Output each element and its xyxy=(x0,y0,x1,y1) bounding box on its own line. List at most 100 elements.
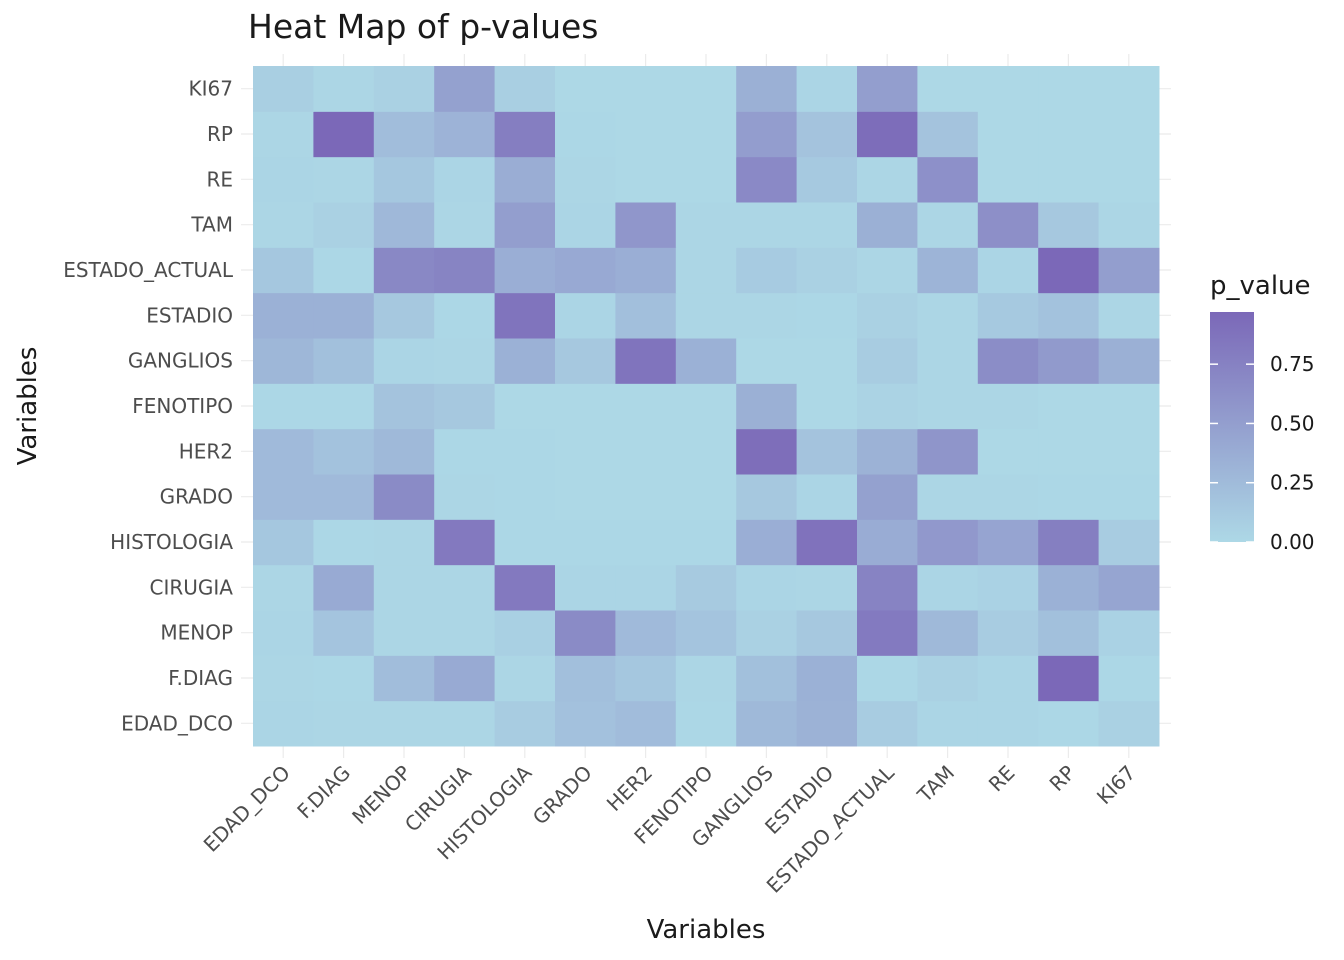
heatmap-cell xyxy=(917,700,979,747)
heatmap-cell xyxy=(736,428,798,475)
heatmap-cell xyxy=(253,292,314,339)
heatmap-cell xyxy=(1098,383,1160,430)
heatmap-cell xyxy=(434,338,496,384)
y-tick-label: RP xyxy=(207,122,233,146)
heatmap-cell xyxy=(977,156,1039,203)
heatmap-cell xyxy=(977,66,1039,112)
heatmap-cell xyxy=(313,474,375,520)
heatmap-cell xyxy=(796,700,858,747)
heatmap-cell xyxy=(857,66,918,112)
heatmap-cell xyxy=(917,202,979,248)
heatmap-cell xyxy=(675,111,737,158)
heatmap-cell xyxy=(1038,383,1100,430)
y-tick-label: FENOTIPO xyxy=(132,394,233,418)
heatmap-cell xyxy=(1038,655,1100,702)
heatmap-cell xyxy=(494,564,556,611)
heatmap-cell xyxy=(736,655,798,702)
heatmap-cell xyxy=(1038,66,1100,112)
heatmap-cell xyxy=(1098,111,1160,158)
heatmap-cell xyxy=(313,247,375,294)
heatmap-cell xyxy=(555,292,616,339)
heatmap-cell xyxy=(555,610,616,656)
heatmap-cells xyxy=(253,66,1160,747)
heatmap-cell xyxy=(555,428,616,475)
heatmap-cell xyxy=(373,202,435,248)
heatmap-cell xyxy=(615,111,677,158)
heatmap-cell xyxy=(373,700,435,747)
heatmap-cell xyxy=(434,156,496,203)
heatmap-cell xyxy=(555,111,616,158)
x-tick-label: RP xyxy=(1045,761,1080,796)
heatmap-cell xyxy=(434,564,496,611)
heatmap-cell xyxy=(313,564,375,611)
x-tick-label: F.DIAG xyxy=(292,761,355,824)
heatmap-cell xyxy=(373,338,435,384)
heatmap-cell xyxy=(494,655,556,702)
heatmap-cell xyxy=(796,428,858,475)
heatmap-cell xyxy=(313,700,375,747)
heatmap-cell xyxy=(857,474,918,520)
y-axis-title: Variables xyxy=(13,347,43,466)
legend-tick-label: 0.00 xyxy=(1270,530,1315,554)
heatmap-cell xyxy=(494,428,556,475)
heatmap-cell xyxy=(494,383,556,430)
heatmap-cell xyxy=(675,247,737,294)
chart-title: Heat Map of p-values xyxy=(248,7,599,46)
heatmap-cell xyxy=(977,338,1039,384)
heatmap-cell xyxy=(615,610,677,656)
heatmap-cell xyxy=(313,66,375,112)
heatmap-cell xyxy=(917,156,979,203)
x-tick-label: TAM xyxy=(912,761,959,808)
heatmap-cell xyxy=(253,428,314,475)
y-tick-label: CIRUGIA xyxy=(150,575,234,599)
heatmap-cell xyxy=(1038,156,1100,203)
heatmap-cell xyxy=(615,202,677,248)
legend-tick-label: 0.50 xyxy=(1270,411,1315,435)
heatmap-cell xyxy=(675,610,737,656)
heatmap-cell xyxy=(796,383,858,430)
heatmap-cell xyxy=(434,700,496,747)
x-tick-label: RE xyxy=(984,761,1020,797)
heatmap-cell xyxy=(977,700,1039,747)
heatmap-cell xyxy=(615,156,677,203)
heatmap-cell xyxy=(313,292,375,339)
heatmap-cell xyxy=(796,111,858,158)
heatmap-cell xyxy=(1098,202,1160,248)
x-tick-label: HER2 xyxy=(602,761,657,816)
heatmap-cell xyxy=(977,247,1039,294)
heatmap-cell xyxy=(917,66,979,112)
heatmap-cell xyxy=(615,519,677,566)
heatmap-cell xyxy=(253,202,314,248)
heatmap-cell xyxy=(1098,474,1160,520)
heatmap-cell xyxy=(675,700,737,747)
heatmap-cell xyxy=(977,564,1039,611)
heatmap-cell xyxy=(253,519,314,566)
heatmap-cell xyxy=(1098,700,1160,747)
heatmap-cell xyxy=(977,202,1039,248)
y-tick-label: EDAD_DCO xyxy=(121,711,233,735)
heatmap-cell xyxy=(434,519,496,566)
heatmap-cell xyxy=(977,292,1039,339)
heatmap-cell xyxy=(494,111,556,158)
heatmap-cell xyxy=(675,519,737,566)
heatmap-cell xyxy=(796,519,858,566)
heatmap-cell xyxy=(615,564,677,611)
heatmap-cell xyxy=(253,338,314,384)
heatmap-cell xyxy=(494,519,556,566)
heatmap-cell xyxy=(917,292,979,339)
heatmap-cell xyxy=(615,428,677,475)
heatmap-cell xyxy=(977,111,1039,158)
heatmap-cell xyxy=(1038,202,1100,248)
heatmap-cell xyxy=(253,655,314,702)
heatmap-cell xyxy=(675,66,737,112)
heatmap-cell xyxy=(555,383,616,430)
heatmap-cell xyxy=(434,292,496,339)
color-legend: p_value 0.00 0.25 0.50 0.75 xyxy=(1210,271,1315,554)
heatmap-cell xyxy=(917,111,979,158)
heatmap-cell xyxy=(736,247,798,294)
heatmap-cell xyxy=(977,519,1039,566)
heatmap-cell xyxy=(675,292,737,339)
heatmap-cell xyxy=(1038,610,1100,656)
heatmap-cell xyxy=(917,519,979,566)
heatmap-cell xyxy=(1098,156,1160,203)
